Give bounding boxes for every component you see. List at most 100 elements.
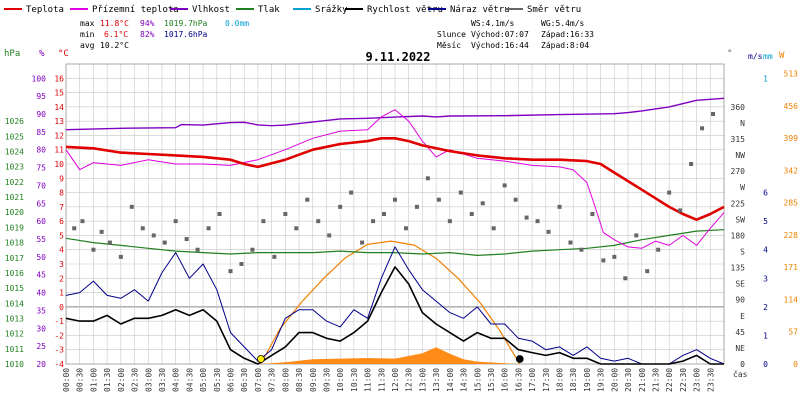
wind-direction-point [360,240,365,245]
tick-temp: 10 [54,160,64,169]
tick-deg: SW [735,215,745,224]
tick-temp: 12 [54,131,64,140]
tick-hpa: 1025 [5,132,24,141]
tick-pct: 50 [36,253,46,262]
stats-max-press: 1019.7hPa [164,19,208,28]
wind-direction-point [151,233,156,238]
stats-wind-gust: WG:5.4m/s [541,19,585,28]
tick-temp: 1 [59,289,64,298]
tick-temp: 4 [59,246,64,255]
tick-mm: 1 [763,74,768,83]
tick-w: 342 [784,166,799,175]
unit-mm: mm [763,52,773,61]
tick-ms: 1 [763,331,768,340]
tick-hpa: 1011 [5,345,24,354]
unit-time: čas [733,369,748,379]
unit-deg: ° [727,49,732,59]
tick-time: 07:30 [268,368,277,392]
unit-hpa: hPa [4,49,20,59]
stats-block: max 11.8°C 94% 1019.7hPa 0.0mm min 6.1°C… [80,19,594,50]
wind-direction-point [667,190,672,195]
wind-direction-point [623,276,628,281]
tick-deg: 270 [731,167,746,176]
stats-min-hum: 82% [140,30,155,39]
wind-direction-point [173,219,178,224]
tick-time: 06:00 [227,368,236,392]
wind-direction-point [557,204,562,209]
wind-direction-point [316,219,321,224]
tick-w: 171 [784,263,799,272]
tick-temp: 3 [59,260,64,269]
tick-time: 22:00 [665,368,674,392]
tick-hpa: 1015 [5,284,24,293]
tick-time: 20:30 [624,368,633,392]
tick-time: 05:00 [199,368,208,392]
wind-direction-point [382,212,387,216]
stats-min-press: 1017.6hPa [164,30,208,39]
tick-deg: 360 [731,103,746,112]
wind-direction-point [513,197,518,202]
tick-pct: 45 [36,271,46,280]
wind-direction-point [239,262,244,266]
tick-temp: 9 [59,174,64,183]
tick-time: 03:30 [158,368,167,392]
tick-temp: 13 [54,117,64,126]
wind-direction-point [546,229,551,234]
pressure-line [65,229,725,256]
wind-direction-point [91,247,96,252]
tick-temp: -4 [54,360,64,369]
tick-pct: 95 [36,92,46,101]
tick-time: 16:00 [501,368,510,392]
tick-pct: 25 [36,342,46,351]
tick-pct: 55 [36,235,46,244]
wind-direction-point [700,126,705,131]
wind-direction-point [338,204,343,209]
legend-label: Směr větru [527,5,581,15]
tick-time: 19:30 [597,368,606,392]
tick-pct: 75 [36,164,46,173]
tick-pct: 20 [36,360,46,369]
tick-time: 05:30 [213,368,222,392]
stats-max-temp: 11.8°C [100,19,129,28]
wind-direction-point [634,233,639,238]
wind-direction-point [129,204,134,209]
tick-time: 09:00 [309,368,318,392]
stats-sun-set: Západ:16:33 [541,30,594,39]
tick-temp: 11 [54,146,64,155]
tick-temp: 7 [59,203,64,212]
tick-time: 12:30 [405,368,414,392]
wind-direction-point [393,197,397,202]
unit-w: W [779,51,785,61]
tick-deg: 135 [731,264,746,273]
tick-w: 57 [788,328,798,337]
tick-deg: 180 [731,231,746,240]
tick-ms: 6 [763,189,768,198]
tick-deg: E [740,312,745,321]
tick-w: 114 [784,295,799,304]
legend: Teplota Přízemní teplota Vlhkost Tlak Srážky… [4,5,581,15]
wind-direction-point [72,226,77,231]
tick-hpa: 1012 [5,330,24,339]
stats-sun-label: Slunce [437,30,466,39]
wind-direction-point [678,208,683,213]
tick-time: 10:00 [336,368,345,392]
wind-direction-point [689,162,694,166]
wind-direction-point [184,237,189,241]
tick-time: 18:30 [569,368,578,392]
tick-time: 04:30 [185,368,194,392]
tick-hpa: 1021 [5,193,24,202]
tick-deg: 225 [731,199,746,208]
stats-max-hum: 94% [140,19,155,28]
tick-hpa: 1024 [5,148,24,157]
unit-pct: % [39,49,45,59]
wind-direction-point [491,226,496,231]
tick-hpa: 1010 [5,360,24,369]
stats-wind-speed: WS:4.1m/s [471,19,515,28]
wind-direction-point [371,219,376,224]
tick-time: 09:30 [322,368,331,392]
tick-ms: 3 [763,274,768,283]
tick-deg: 90 [735,296,745,305]
legend-label: Tlak [258,5,280,15]
tick-time: 01:30 [103,368,112,392]
